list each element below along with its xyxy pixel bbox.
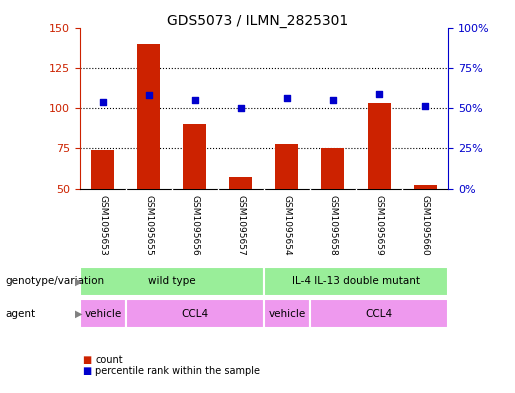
Bar bbox=[264, 299, 310, 328]
Bar bbox=[310, 299, 448, 328]
Text: ■: ■ bbox=[82, 355, 92, 365]
Text: GSM1095656: GSM1095656 bbox=[191, 195, 199, 255]
Bar bbox=[80, 267, 264, 296]
Bar bbox=[80, 299, 126, 328]
Text: ■: ■ bbox=[82, 366, 92, 376]
Text: GSM1095657: GSM1095657 bbox=[236, 195, 246, 255]
Text: GSM1095654: GSM1095654 bbox=[282, 195, 291, 255]
Point bbox=[283, 95, 291, 101]
Bar bbox=[126, 299, 264, 328]
Bar bbox=[368, 103, 390, 189]
Bar bbox=[183, 124, 207, 189]
Text: CCL4: CCL4 bbox=[181, 309, 209, 319]
Point bbox=[191, 97, 199, 103]
Text: GDS5073 / ILMN_2825301: GDS5073 / ILMN_2825301 bbox=[167, 14, 348, 28]
Bar bbox=[138, 44, 160, 189]
Text: GSM1095653: GSM1095653 bbox=[98, 195, 107, 255]
Point bbox=[421, 103, 429, 110]
Bar bbox=[276, 143, 299, 189]
Text: GSM1095655: GSM1095655 bbox=[144, 195, 153, 255]
Text: agent: agent bbox=[5, 309, 35, 319]
Point bbox=[145, 92, 153, 98]
Point bbox=[237, 105, 245, 111]
Bar bbox=[321, 148, 345, 189]
Bar bbox=[91, 150, 114, 189]
Text: count: count bbox=[95, 355, 123, 365]
Point bbox=[99, 99, 107, 105]
Text: IL-4 IL-13 double mutant: IL-4 IL-13 double mutant bbox=[292, 276, 420, 286]
Text: GSM1095658: GSM1095658 bbox=[329, 195, 337, 255]
Text: CCL4: CCL4 bbox=[366, 309, 392, 319]
Text: ▶: ▶ bbox=[75, 309, 82, 319]
Bar bbox=[229, 177, 252, 189]
Bar bbox=[264, 267, 448, 296]
Text: percentile rank within the sample: percentile rank within the sample bbox=[95, 366, 260, 376]
Text: GSM1095660: GSM1095660 bbox=[421, 195, 430, 255]
Text: GSM1095659: GSM1095659 bbox=[374, 195, 384, 255]
Point bbox=[329, 97, 337, 103]
Text: vehicle: vehicle bbox=[268, 309, 305, 319]
Text: genotype/variation: genotype/variation bbox=[5, 276, 104, 286]
Point bbox=[375, 90, 383, 97]
Bar bbox=[414, 185, 437, 189]
Text: vehicle: vehicle bbox=[84, 309, 122, 319]
Text: ▶: ▶ bbox=[75, 276, 82, 286]
Text: wild type: wild type bbox=[148, 276, 196, 286]
